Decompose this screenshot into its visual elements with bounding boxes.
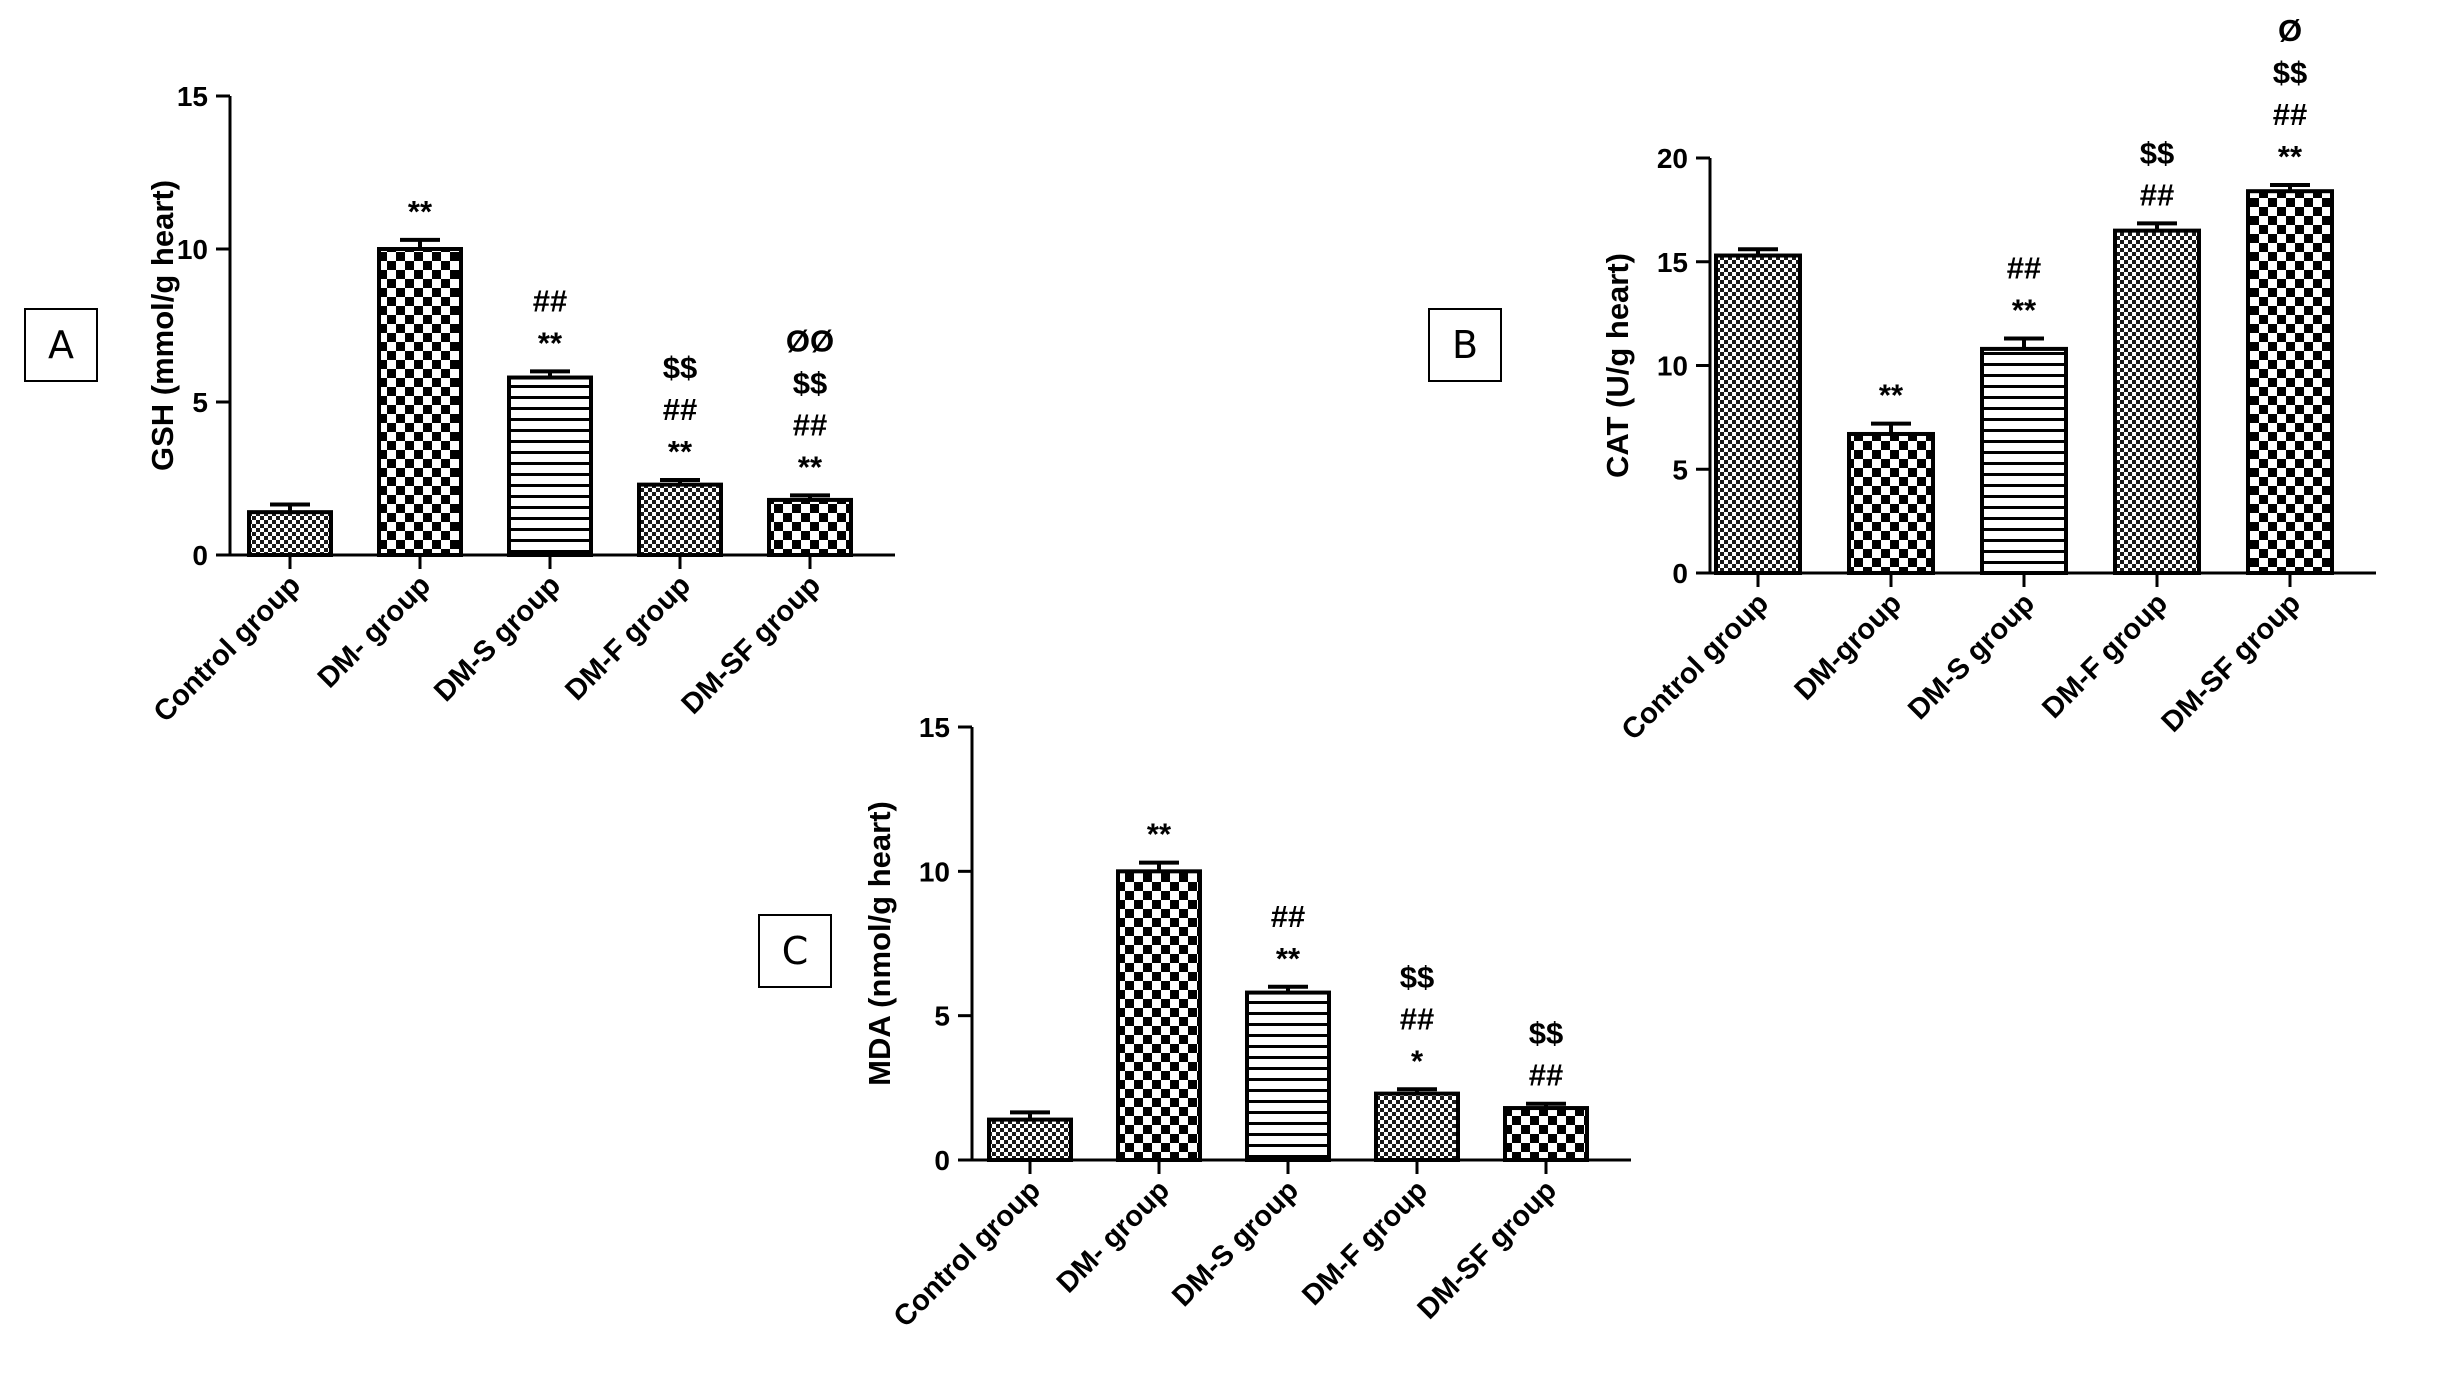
significance-label-a: **: [668, 434, 693, 469]
category-label-b: DM-S group: [1902, 587, 2041, 726]
y-tick-label-b: 0: [1672, 558, 1688, 589]
significance-label-c: **: [1276, 941, 1301, 976]
significance-label-c: *: [1411, 1043, 1424, 1078]
category-label-a: Control group: [148, 569, 307, 728]
category-label-c: DM-F group: [1296, 1174, 1434, 1312]
y-axis-title-b: CAT (U/g heart): [1600, 253, 1635, 478]
significance-label-a: ##: [533, 283, 567, 318]
category-label-a: DM-F group: [559, 569, 697, 707]
y-tick-label-b: 5: [1672, 454, 1688, 485]
significance-label-c: $$: [1529, 1016, 1563, 1051]
significance-label-b: **: [2012, 293, 2037, 328]
significance-label-c: ##: [1400, 1001, 1434, 1036]
significance-label-a: **: [408, 194, 433, 229]
significance-label-a: **: [798, 449, 823, 484]
bar-a-5: [767, 497, 853, 558]
significance-label-c: ##: [1529, 1058, 1563, 1093]
category-label-a: DM- group: [312, 569, 437, 694]
bar-b-4: [2113, 228, 2201, 575]
y-axis-title-c: MDA (nmol/g heart): [862, 801, 897, 1086]
y-tick-label-b: 20: [1657, 143, 1688, 174]
bar-c-4: [1374, 1091, 1460, 1163]
y-tick-label-b: 10: [1657, 351, 1688, 382]
category-label-b: DM-SF group: [2156, 587, 2307, 738]
significance-label-a: ØØ: [786, 323, 834, 358]
y-tick-label-c: 5: [934, 1001, 950, 1032]
category-label-c: DM-SF group: [1412, 1174, 1563, 1325]
significance-label-b: Ø: [2278, 13, 2302, 48]
bar-a-3: [507, 375, 593, 557]
significance-label-c: **: [1147, 817, 1172, 852]
y-tick-label-c: 15: [919, 712, 950, 743]
y-tick-label-b: 15: [1657, 247, 1688, 278]
bar-a-1: [247, 510, 333, 557]
significance-label-b: ##: [2273, 97, 2307, 132]
significance-label-b: ##: [2140, 177, 2174, 212]
category-label-a: DM-S group: [428, 569, 567, 708]
significance-label-a: $$: [663, 350, 697, 385]
y-tick-label-a: 15: [177, 81, 208, 112]
bar-b-1: [1714, 253, 1802, 575]
category-label-c: DM- group: [1051, 1174, 1176, 1299]
panel-label-b: B: [1428, 308, 1502, 382]
y-tick-label-a: 0: [192, 540, 208, 571]
y-tick-label-c: 0: [934, 1145, 950, 1176]
significance-label-b: $$: [2273, 55, 2307, 90]
category-label-b: DM-F group: [2036, 587, 2174, 725]
bar-b-3: [1980, 346, 2068, 575]
y-tick-label-a: 10: [177, 234, 208, 265]
bar-c-3: [1245, 990, 1331, 1162]
category-label-a: DM-SF group: [676, 569, 827, 720]
panel-label-a: A: [24, 308, 98, 382]
category-label-b: DM-group: [1789, 587, 1908, 706]
bar-a-4: [637, 482, 723, 557]
category-label-c: Control group: [888, 1174, 1047, 1333]
bar-c-2: [1116, 869, 1202, 1162]
y-axis-title-a: GSH (mmol/g heart): [145, 180, 180, 471]
significance-label-b: **: [1879, 378, 1904, 413]
significance-label-c: $$: [1400, 959, 1434, 994]
significance-label-a: ##: [663, 392, 697, 427]
bar-a-2: [377, 247, 463, 557]
bar-b-5: [2246, 189, 2334, 575]
significance-label-c: ##: [1271, 899, 1305, 934]
significance-label-b: **: [2278, 139, 2303, 174]
significance-label-b: ##: [2007, 251, 2041, 286]
bar-c-1: [987, 1117, 1073, 1163]
significance-label-b: $$: [2140, 135, 2174, 170]
y-tick-label-c: 10: [919, 856, 950, 887]
y-tick-label-a: 5: [192, 387, 208, 418]
significance-label-a: **: [538, 325, 563, 360]
bar-b-2: [1847, 431, 1935, 575]
panel-label-c: C: [758, 914, 832, 988]
category-label-c: DM-S group: [1166, 1174, 1305, 1313]
category-label-b: Control group: [1616, 587, 1775, 746]
significance-label-a: ##: [793, 407, 827, 442]
bar-c-5: [1503, 1106, 1589, 1163]
significance-label-a: $$: [793, 365, 827, 400]
